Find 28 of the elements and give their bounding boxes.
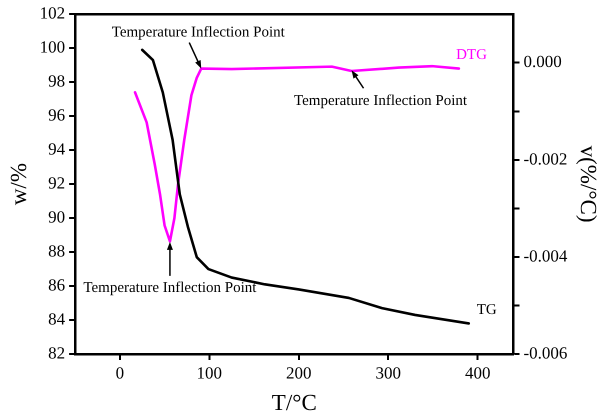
x-tick-label: 100 — [196, 364, 222, 383]
x-tick-label: 200 — [286, 364, 312, 383]
x-tick-label: 300 — [375, 364, 401, 383]
y-tick-label: 84 — [48, 309, 66, 328]
y2-tick-label: -0.004 — [523, 246, 568, 266]
y-tick-label: 98 — [48, 72, 66, 91]
x-tick-label: 400 — [464, 364, 490, 383]
y2-tick-label: -0.006 — [523, 343, 568, 362]
series-label: TG — [476, 302, 497, 318]
y-tick-label: 86 — [48, 276, 66, 295]
series-label: DTG — [456, 47, 488, 64]
y2-tick-label: 0.000 — [523, 52, 562, 72]
y2-axis-title: v(%/°C) — [576, 146, 602, 223]
y-tick-label: 82 — [48, 343, 66, 362]
y-tick-label: 92 — [48, 174, 66, 193]
annotation: Temperature Inflection Point — [83, 280, 258, 296]
y-tick-label: 96 — [48, 106, 66, 125]
x-axis-title: T/°C — [272, 390, 317, 416]
y-tick-label: 100 — [40, 38, 66, 57]
x-tick-label: 0 — [116, 364, 124, 383]
annotation: Temperature Inflection Point — [112, 24, 286, 41]
y-tick-label: 102 — [40, 4, 66, 23]
annotation: Temperature Inflection Point — [294, 93, 468, 110]
y-tick-label: 90 — [48, 208, 66, 227]
y-tick-label: 94 — [48, 140, 66, 159]
y2-tick-label: -0.002 — [523, 149, 568, 168]
y-tick-label: 88 — [48, 242, 66, 261]
y-axis-title: w/% — [6, 163, 31, 206]
